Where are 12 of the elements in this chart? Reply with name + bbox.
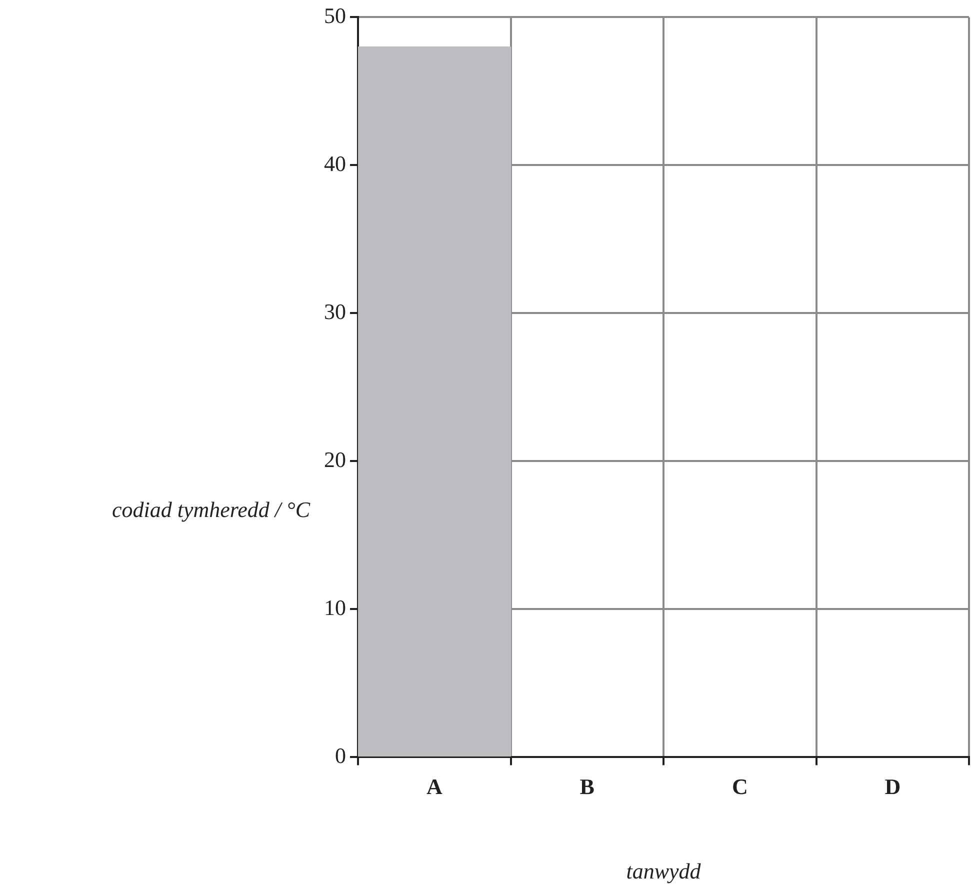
x-tick-label: A [426,774,442,800]
y-tick-label: 50 [324,2,346,28]
y-axis-title: codiad tymheredd / °C [111,497,310,523]
x-tick-label: D [884,774,901,800]
y-tick-label: 20 [324,446,346,472]
x-tick-label: C [732,774,748,800]
y-tick-label: 10 [324,594,346,620]
x-axis-title: tanwydd [626,858,702,884]
y-tick-label: 30 [324,298,346,324]
y-tick-label: 0 [335,742,346,768]
y-tick-label: 40 [324,150,346,176]
x-tick-label: B [580,774,595,800]
